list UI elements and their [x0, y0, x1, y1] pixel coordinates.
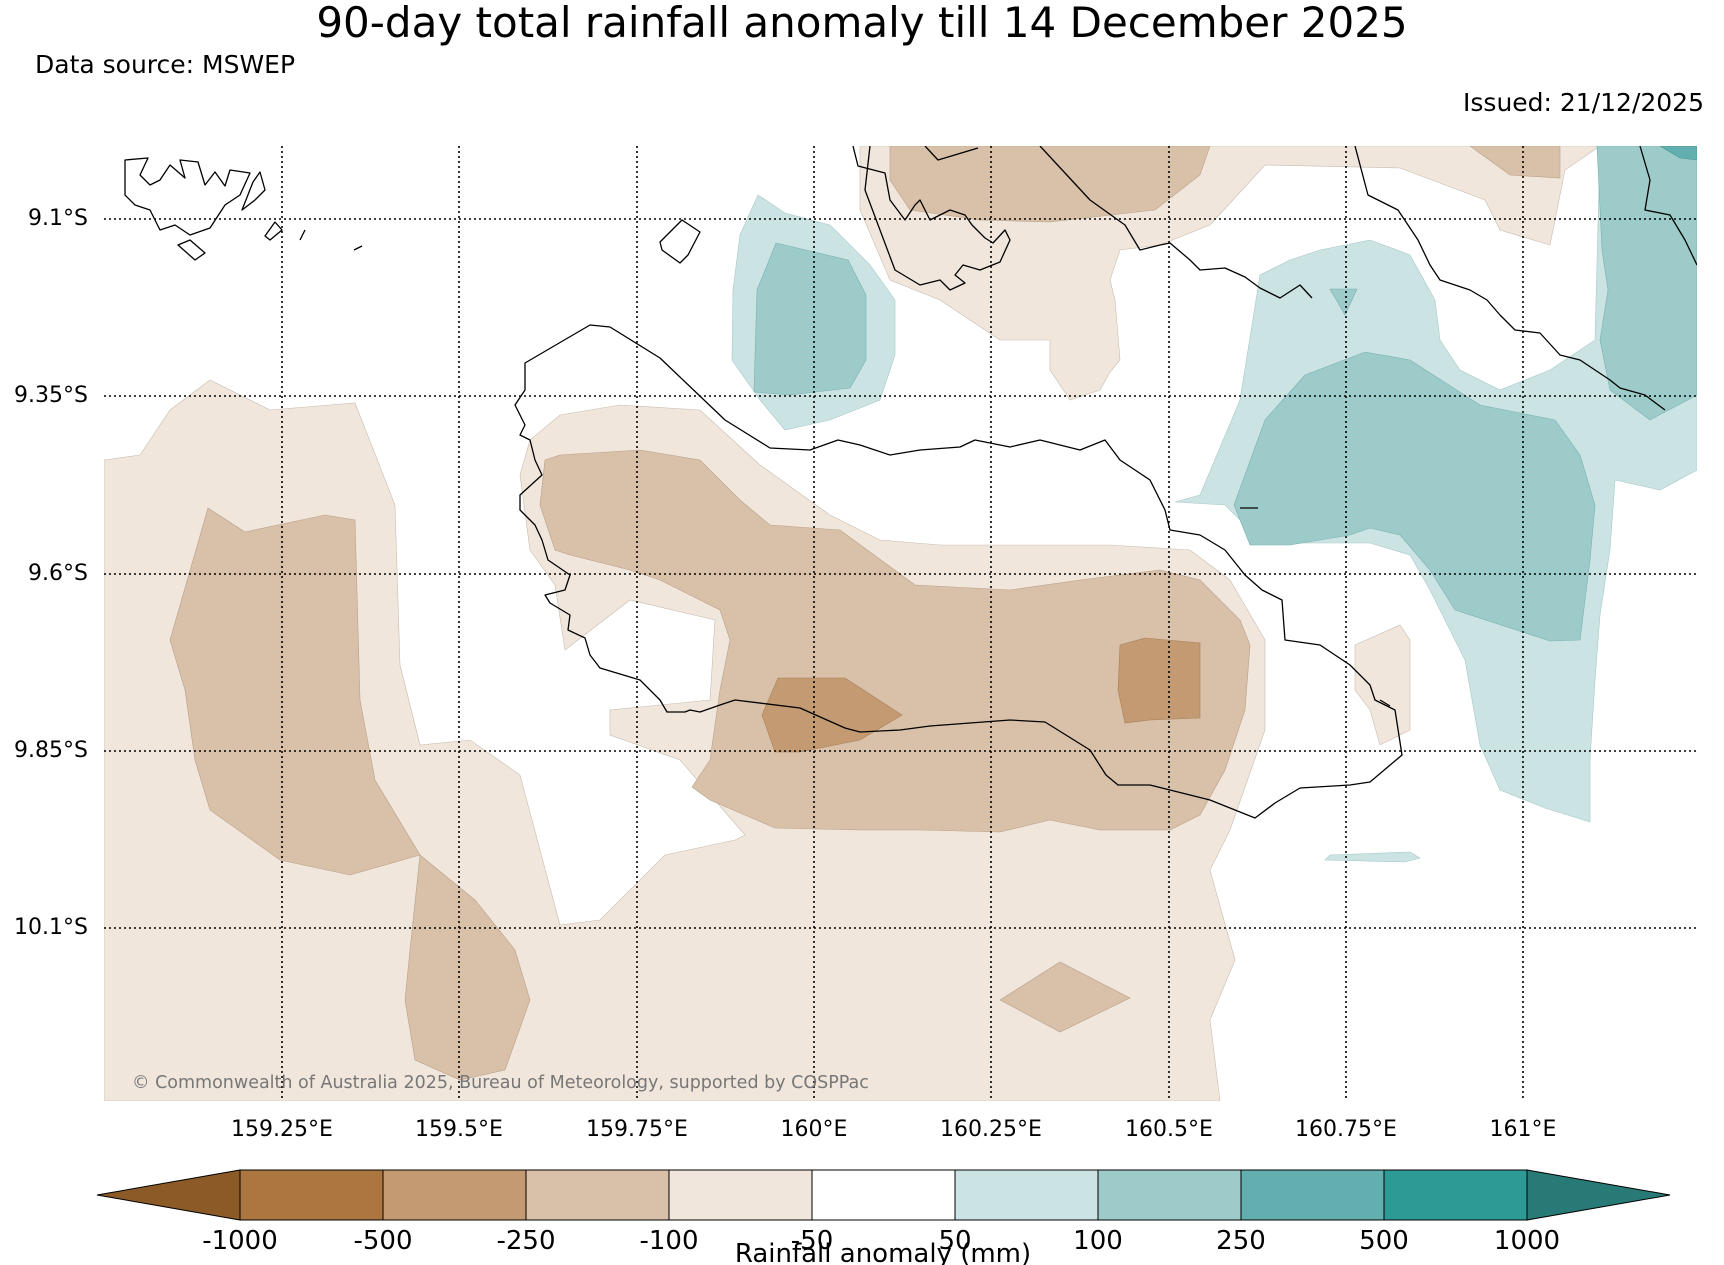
lon-label: 159.25°E [231, 1117, 333, 1142]
lon-label: 159.75°E [586, 1117, 688, 1142]
colorbar-segment [1240, 1169, 1385, 1221]
lat-label: 9.6°S [28, 561, 88, 586]
colorbar-tick: 500 [1359, 1226, 1409, 1256]
colorbar-label: Rainfall anomaly (mm) [735, 1239, 1031, 1265]
anomaly-region [753, 242, 867, 396]
colorbar-tick: -500 [353, 1226, 412, 1256]
map-title: 90-day total rainfall anomaly till 14 De… [316, 0, 1408, 47]
lat-label: 9.35°S [14, 383, 88, 408]
anomaly-region [1324, 851, 1421, 863]
anomaly-region [539, 449, 1251, 833]
colorbar-segment [1383, 1169, 1528, 1221]
data-source: Data source: MSWEP [35, 50, 296, 79]
gridlines [104, 146, 1697, 1101]
colorbar-segment [1097, 1169, 1242, 1221]
anomaly-region [404, 854, 531, 1081]
colorbar-tick: 100 [1073, 1226, 1123, 1256]
lon-label: 160.75°E [1295, 1117, 1397, 1142]
colorbar: -1000 -500 -250 -100 -50 50 100 250 500 … [96, 1169, 1671, 1265]
colorbar-extend-low [96, 1169, 241, 1221]
anomaly-region [1469, 146, 1561, 179]
anomaly-region [889, 146, 1211, 223]
lat-label: 9.85°S [14, 738, 88, 763]
lon-label: 159.5°E [415, 1117, 503, 1142]
copyright-notice: © Commonwealth of Australia 2025, Bureau… [132, 1073, 869, 1093]
anomaly-region [761, 677, 903, 753]
colorbar-segment [811, 1169, 956, 1221]
anomaly-region [169, 507, 421, 876]
colorbar-tick: 50 [938, 1226, 971, 1256]
colorbar-segment [382, 1169, 527, 1221]
colorbar-segment [525, 1169, 670, 1221]
anomaly-region [1329, 288, 1358, 316]
colorbar-tick: 250 [1216, 1226, 1266, 1256]
lat-label: 9.1°S [28, 206, 88, 231]
anomaly-region [1659, 146, 1697, 161]
latitude-labels: 9.1°S 9.35°S 9.6°S 9.85°S 10.1°S [14, 206, 88, 940]
colorbar-tick: -1000 [202, 1226, 278, 1256]
anomaly-region [104, 379, 1266, 1101]
colorbar-tick: -50 [791, 1226, 833, 1256]
lon-label: 160°E [781, 1117, 848, 1142]
colorbar-tick: 1000 [1494, 1226, 1560, 1256]
anomaly-region [999, 961, 1131, 1033]
anomaly-region [1596, 146, 1697, 421]
colorbar-segment [954, 1169, 1099, 1221]
longitude-labels: 159.25°E 159.5°E 159.75°E 160°E 160.25°E… [231, 1117, 1556, 1142]
contour-layer [104, 146, 1697, 1101]
colorbar-extend-high [1526, 1169, 1671, 1221]
colorbar-tick: -250 [496, 1226, 555, 1256]
issued-date: Issued: 21/12/2025 [1463, 88, 1704, 117]
colorbar-segment [668, 1169, 813, 1221]
colorbar-segment [239, 1169, 384, 1221]
lon-label: 160.25°E [940, 1117, 1042, 1142]
coastline [124, 146, 1697, 819]
lon-label: 161°E [1490, 1117, 1557, 1142]
anomaly-region [1233, 351, 1596, 642]
lon-label: 160.5°E [1125, 1117, 1213, 1142]
lat-label: 10.1°S [14, 915, 88, 940]
anomaly-region [1117, 637, 1201, 724]
colorbar-tick: -100 [639, 1226, 698, 1256]
